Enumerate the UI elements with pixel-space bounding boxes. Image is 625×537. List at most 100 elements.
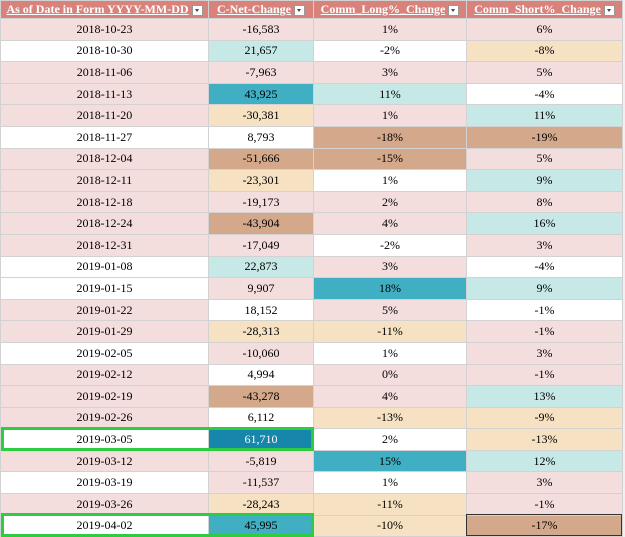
value-cell: 2%	[313, 190, 467, 214]
date-cell: 2019-01-22	[0, 298, 209, 322]
column-header: C-Net-Change	[208, 0, 314, 19]
table-row: 2019-01-15 9,907 18% 9%	[0, 277, 623, 300]
value-cell: 3%	[313, 61, 467, 84]
value-cell: -10,060	[208, 341, 314, 365]
value-cell: -4%	[466, 255, 623, 279]
value-cell: 3%	[313, 255, 467, 279]
value-cell: -13%	[313, 406, 467, 430]
value-cell: -18%	[313, 125, 467, 149]
date-cell: 2019-03-05	[0, 428, 209, 451]
header-row: As of Date in Form YYYY-MM-DD C-Net-Chang…	[0, 0, 623, 19]
date-cell: 2019-02-05	[0, 341, 209, 365]
value-cell: -23,301	[208, 169, 314, 192]
date-cell: 2018-11-20	[0, 104, 209, 127]
value-cell: 13%	[466, 385, 623, 408]
value-cell: 11%	[466, 104, 623, 127]
table-row: 2018-12-04 -51,666 -15% 5%	[0, 147, 623, 171]
value-cell: -28,313	[208, 320, 314, 343]
table-row: 2019-03-26 -28,243 -11% -1%	[0, 493, 623, 516]
filter-button[interactable]	[191, 4, 203, 16]
table-row: 2018-12-18 -19,173 2% 8%	[0, 190, 623, 214]
table-row: 2019-01-08 22,873 3% -4%	[0, 255, 623, 279]
table-row: 2018-12-11 -23,301 1% 9%	[0, 169, 623, 192]
date-cell: 2019-03-19	[0, 471, 209, 495]
date-cell: 2019-04-02	[0, 514, 209, 537]
column-header: As of Date in Form YYYY-MM-DD	[0, 0, 209, 19]
value-cell: 8%	[466, 190, 623, 214]
date-cell: 2018-10-30	[0, 39, 209, 63]
table-row: 2018-11-27 8,793 -18% -19%	[0, 125, 623, 149]
value-cell: -30,381	[208, 104, 314, 127]
date-cell: 2018-11-13	[0, 82, 209, 106]
date-cell: 2019-02-26	[0, 406, 209, 430]
value-cell: 61,710	[208, 428, 314, 451]
value-cell: 5%	[466, 147, 623, 171]
value-cell: 5%	[466, 61, 623, 84]
value-cell: -2%	[313, 39, 467, 63]
value-cell: -43,904	[208, 212, 314, 235]
value-cell: 9%	[466, 277, 623, 300]
value-cell: 12%	[466, 449, 623, 473]
date-cell: 2019-01-15	[0, 277, 209, 300]
value-cell: -11,537	[208, 471, 314, 495]
value-cell: 0%	[313, 363, 467, 387]
table-row: 2018-11-06 -7,963 3% 5%	[0, 61, 623, 84]
value-cell: 21,657	[208, 39, 314, 63]
value-cell: 18%	[313, 277, 467, 300]
value-cell: -1%	[466, 493, 623, 516]
date-cell: 2019-03-12	[0, 449, 209, 473]
value-cell: -8%	[466, 39, 623, 63]
header-text: As of Date in Form YYYY-MM-DD	[6, 2, 189, 16]
value-cell: 8,793	[208, 125, 314, 149]
date-cell: 2018-10-23	[0, 18, 209, 41]
column-header: Comm_Long%_Change	[313, 0, 467, 19]
value-cell: 1%	[313, 341, 467, 365]
date-cell: 2019-02-19	[0, 385, 209, 408]
header-text: Comm_Long%_Change	[320, 2, 446, 16]
value-cell: 4%	[313, 385, 467, 408]
date-cell: 2018-11-06	[0, 61, 209, 84]
value-cell: 45,995	[208, 514, 314, 537]
table-row: 2019-02-19 -43,278 4% 13%	[0, 385, 623, 408]
value-cell: -1%	[466, 298, 623, 322]
date-cell: 2019-01-29	[0, 320, 209, 343]
value-cell: 5%	[313, 298, 467, 322]
value-cell: 1%	[313, 104, 467, 127]
value-cell: -10%	[313, 514, 467, 537]
value-cell: 2%	[313, 428, 467, 451]
filter-button[interactable]	[603, 4, 615, 16]
table-row: 2019-02-05 -10,060 1% 3%	[0, 341, 623, 365]
value-cell: -43,278	[208, 385, 314, 408]
table-row: 2018-10-30 21,657 -2% -8%	[0, 39, 623, 63]
date-cell: 2019-02-12	[0, 363, 209, 387]
value-cell: -17%	[466, 514, 623, 537]
table-row: 2019-03-19 -11,537 1% 3%	[0, 471, 623, 495]
filter-button[interactable]	[448, 4, 460, 16]
value-cell: -2%	[313, 233, 467, 257]
table-row: 2019-02-12 4,994 0% -1%	[0, 363, 623, 387]
value-cell: -5,819	[208, 449, 314, 473]
filter-button[interactable]	[294, 4, 305, 16]
value-cell: 1%	[313, 18, 467, 41]
table-row: 2018-11-13 43,925 11% -4%	[0, 82, 623, 106]
value-cell: -1%	[466, 320, 623, 343]
date-cell: 2018-11-27	[0, 125, 209, 149]
table-row: 2019-01-29 -28,313 -11% -1%	[0, 320, 623, 343]
value-cell: 6%	[466, 18, 623, 41]
value-cell: 4,994	[208, 363, 314, 387]
date-cell: 2018-12-31	[0, 233, 209, 257]
value-cell: -51,666	[208, 147, 314, 171]
table-row: 2019-01-22 18,152 5% -1%	[0, 298, 623, 322]
value-cell: 43,925	[208, 82, 314, 106]
value-cell: -19,173	[208, 190, 314, 214]
value-cell: 16%	[466, 212, 623, 235]
value-cell: -13%	[466, 428, 623, 451]
value-cell: 15%	[313, 449, 467, 473]
value-cell: 18,152	[208, 298, 314, 322]
value-cell: 4%	[313, 212, 467, 235]
table-row: 2019-03-05 61,710 2% -13%	[0, 428, 623, 451]
value-cell: 11%	[313, 82, 467, 106]
value-cell: -17,049	[208, 233, 314, 257]
